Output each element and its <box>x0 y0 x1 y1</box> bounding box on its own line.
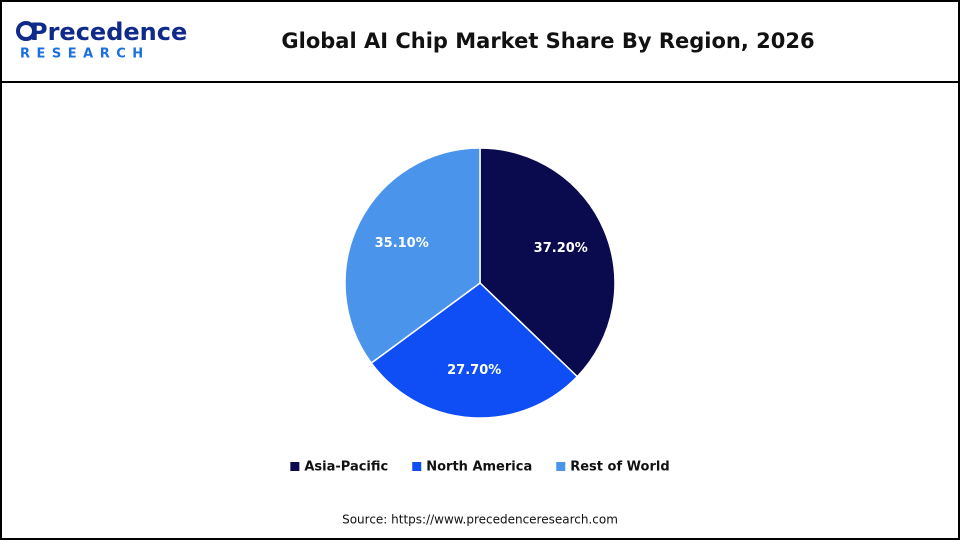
pie-slice <box>344 147 481 365</box>
legend-swatch <box>412 462 422 471</box>
data-label: 37.20% <box>534 241 588 256</box>
legend-label: Rest of World <box>570 460 669 475</box>
pie-slice <box>479 147 616 378</box>
source-note: Source: https://www.precedenceresearch.c… <box>342 513 618 527</box>
logo-name: Precedence <box>30 18 187 46</box>
legend-label: Asia-Pacific <box>304 460 388 475</box>
data-label: 27.70% <box>447 363 501 378</box>
pie-slice <box>370 282 579 419</box>
logo-tagline: RESEARCH <box>20 47 150 62</box>
chart-title: Global AI Chip Market Share By Region, 2… <box>281 29 814 53</box>
legend-label: North America <box>426 460 532 475</box>
legend-swatch <box>556 462 566 471</box>
data-label: 35.10% <box>375 236 429 251</box>
logo-icon <box>16 21 36 41</box>
legend-swatch <box>290 462 300 471</box>
logo: Precedence RESEARCH <box>16 18 187 62</box>
